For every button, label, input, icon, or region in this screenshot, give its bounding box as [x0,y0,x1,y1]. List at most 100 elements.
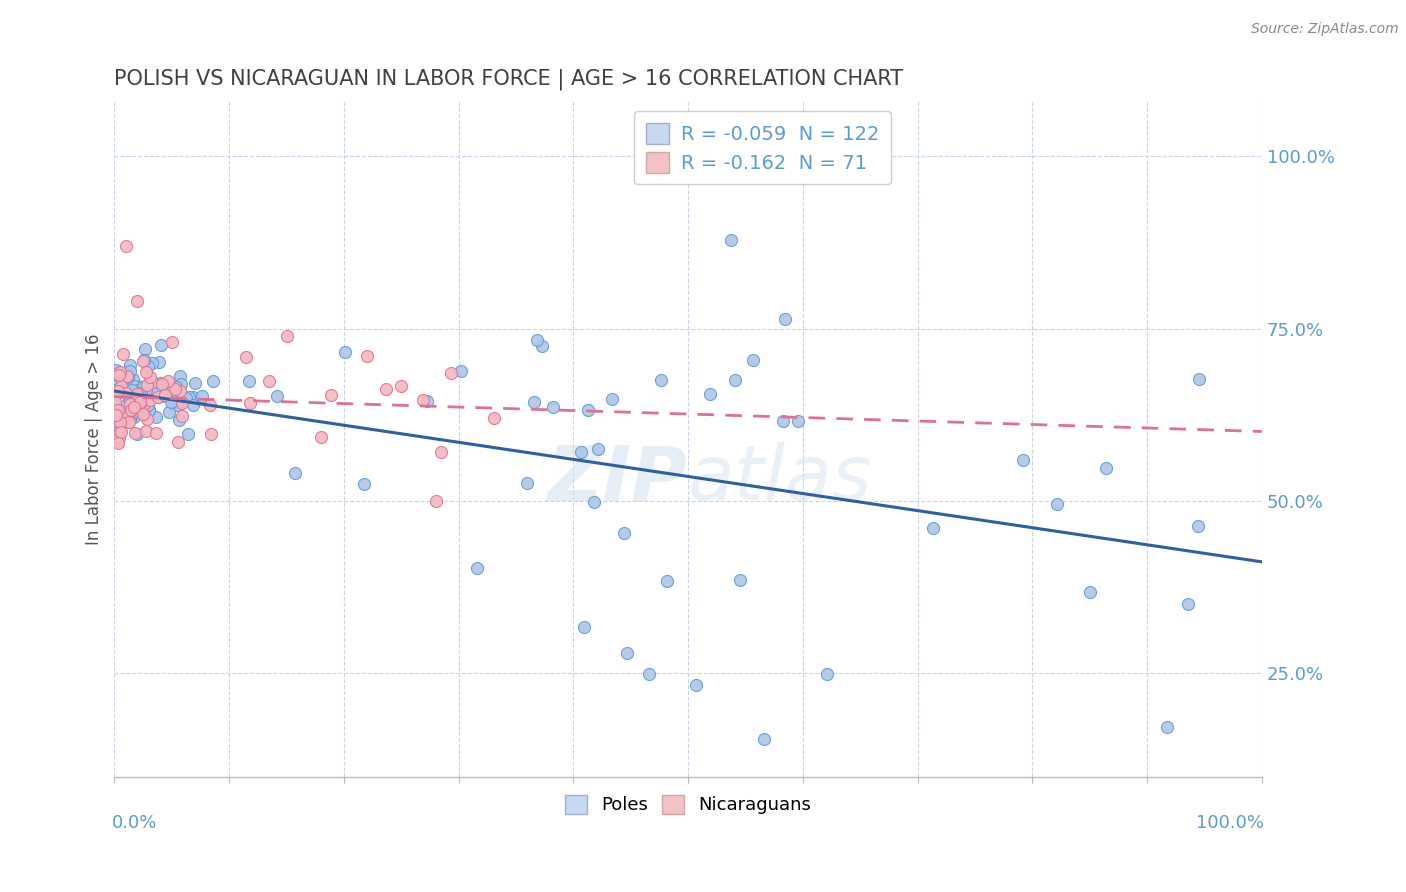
Point [1177,598,1199,612]
Point [754,731,776,746]
Point [541,400,564,414]
Point [138,387,160,401]
Point [181,390,204,404]
Point [772,414,794,428]
Point [105,408,128,422]
Point [114,409,136,423]
Point [122,372,145,386]
Point [150,376,173,391]
Point [114,383,136,397]
Point [613,525,636,540]
Point [145,410,167,425]
Point [202,374,225,388]
Point [616,646,638,660]
Point [156,382,179,396]
Point [129,385,152,400]
Point [110,425,132,439]
Point [118,415,141,429]
Point [416,393,439,408]
Point [389,379,412,393]
Point [112,409,135,424]
Point [650,373,672,387]
Point [576,403,599,417]
Point [124,378,146,392]
Point [114,386,136,401]
Point [105,434,128,448]
Point [107,435,129,450]
Point [257,374,280,388]
Point [127,294,149,309]
Point [569,445,592,459]
Point [136,378,159,392]
Point [145,425,167,440]
Point [531,339,554,353]
Point [166,398,188,412]
Point [170,409,193,423]
Point [129,395,152,409]
Point [104,401,127,415]
Point [132,408,155,422]
Point [115,239,138,253]
Point [166,434,188,449]
Point [773,312,796,326]
Point [412,392,434,407]
Point [128,385,150,400]
Point [149,381,172,395]
Point [108,415,131,429]
Point [127,379,149,393]
Point [122,397,145,411]
Point [191,388,214,402]
Point [120,403,142,417]
Point [170,394,193,409]
Point [1156,720,1178,734]
Point [135,383,157,397]
Point [107,384,129,398]
Point [1078,585,1101,599]
Point [198,398,221,412]
Point [600,392,623,406]
Point [127,387,149,401]
Point [121,388,143,402]
Point [128,392,150,406]
Point [148,355,170,369]
Point [136,359,159,373]
Point [319,388,342,402]
Point [638,666,661,681]
Point [177,426,200,441]
Point [122,400,145,414]
Point [118,412,141,426]
Point [162,397,184,411]
Point [572,620,595,634]
Point [127,426,149,441]
Point [150,338,173,352]
Point [120,358,142,372]
Point [134,408,156,422]
Point [104,404,127,418]
Point [117,409,139,424]
Point [141,375,163,389]
Point [163,382,186,396]
Point [741,353,763,368]
Point [1188,372,1211,386]
Point [309,429,332,443]
Point [526,333,548,347]
Point [112,399,135,413]
Point [105,382,128,396]
Legend: Poles, Nicaraguans: Poles, Nicaraguans [558,788,818,822]
Point [921,521,943,535]
Point [159,395,181,409]
Point [115,409,138,424]
Point [145,382,167,396]
Point [516,475,538,490]
Point [169,376,191,391]
Text: atlas: atlas [688,442,873,516]
Point [655,574,678,588]
Point [239,396,262,410]
Point [138,403,160,417]
Point [482,410,505,425]
Point [124,402,146,417]
Point [465,561,488,575]
Point [425,494,447,508]
Point [134,342,156,356]
Point [333,344,356,359]
